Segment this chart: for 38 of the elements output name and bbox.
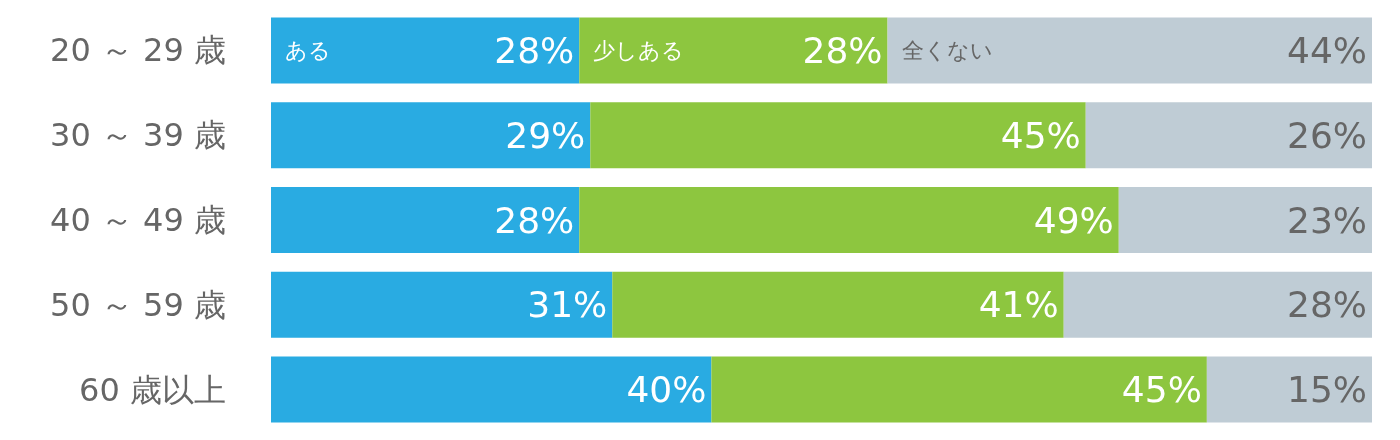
data-label: 45% [1000, 114, 1081, 156]
y-tick-label: 60 歳以上 [79, 370, 226, 409]
series-label: 全くない [901, 37, 993, 63]
data-label: 41% [978, 284, 1059, 326]
bar [1085, 102, 1372, 169]
bar [1206, 356, 1372, 423]
data-label: 23% [1286, 199, 1367, 241]
data-label: 49% [1033, 199, 1114, 241]
data-label: 44% [1286, 29, 1367, 71]
bar [1063, 271, 1372, 338]
data-label: 26% [1286, 114, 1367, 156]
data-label: 29% [505, 114, 586, 156]
y-tick-label: 50 ～ 59 歳 [50, 285, 226, 324]
bar [579, 187, 1119, 253]
series-label: 少しある [593, 37, 685, 63]
bar [711, 356, 1207, 423]
data-label: 15% [1286, 369, 1367, 411]
bar [612, 271, 1064, 338]
data-label: 31% [527, 284, 608, 326]
bar [271, 356, 712, 423]
data-label: 45% [1121, 369, 1202, 411]
data-label: 40% [626, 369, 707, 411]
bar [271, 187, 580, 253]
bar [887, 17, 1372, 84]
bar [579, 17, 888, 84]
bar [271, 17, 580, 84]
series-label: ある [285, 37, 331, 63]
bar [271, 271, 613, 338]
y-tick-label: 20 ～ 29 歳 [50, 31, 226, 70]
data-label: 28% [1286, 284, 1367, 326]
data-label: 28% [494, 199, 575, 241]
data-label: 28% [802, 29, 883, 71]
y-tick-label: 40 ～ 49 歳 [50, 201, 226, 239]
data-label: 28% [494, 29, 575, 71]
y-tick-label: 30 ～ 39 歳 [50, 116, 226, 155]
bar [590, 102, 1086, 169]
bar [1118, 187, 1372, 253]
bar [271, 102, 591, 169]
